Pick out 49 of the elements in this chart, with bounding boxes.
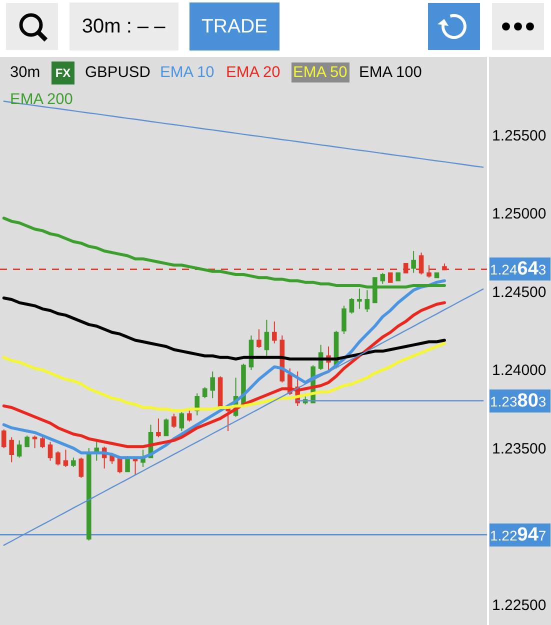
candlestick — [16, 440, 22, 458]
line-series — [2, 296, 446, 360]
line-series — [3, 288, 484, 546]
candlestick — [187, 410, 192, 422]
ref-line-label: 1.22947 — [490, 524, 546, 546]
ref-line-label: 1.24643 — [490, 258, 546, 280]
candlestick — [24, 435, 30, 448]
candlestick — [86, 448, 92, 541]
candlestick — [179, 410, 184, 432]
candlestick — [48, 441, 53, 462]
candlestick — [78, 457, 84, 478]
candlestick — [210, 371, 215, 399]
line-series — [2, 279, 446, 460]
candlestick — [1, 428, 6, 449]
candlestick — [380, 272, 386, 284]
candlestick — [40, 435, 45, 449]
candlestick — [272, 320, 277, 344]
legend: EMA 200 — [10, 91, 73, 108]
line-series — [2, 301, 446, 448]
y-tick-label: 1.22500 — [492, 596, 546, 614]
candlestick — [56, 450, 60, 466]
candlestick — [32, 435, 38, 449]
candlestick — [156, 418, 161, 438]
candlestick — [256, 328, 262, 349]
text: 30m : – – — [82, 16, 166, 38]
candlestick — [264, 319, 270, 356]
series-label: 1.23803 — [490, 390, 546, 412]
line-series — [2, 342, 446, 412]
candlestick — [202, 386, 208, 399]
legend: EMA 10 EMA 20 EMA 50 EMA 100 — [160, 62, 422, 82]
candlestick — [63, 449, 68, 468]
candlestick — [349, 297, 354, 314]
candlestick — [411, 250, 416, 274]
candlestick — [9, 436, 14, 463]
candlestick — [342, 305, 346, 334]
annotation: FX — [55, 66, 71, 80]
annotation: 30m — [10, 64, 40, 81]
y-tick-label: 1.23500 — [492, 440, 546, 458]
candlestick — [388, 272, 393, 283]
text: TRADE — [201, 16, 268, 38]
candlestick — [172, 413, 176, 428]
y-tick-label: 1.25000 — [492, 206, 546, 223]
candlestick — [164, 418, 169, 436]
y-tick-label: 1.24000 — [492, 362, 546, 380]
y-tick-label: 1.25500 — [492, 127, 546, 144]
candlestick — [396, 272, 400, 282]
candlestick — [71, 457, 76, 468]
y-tick-label: 1.24500 — [492, 284, 546, 301]
annotation: GBPUSD — [85, 64, 150, 81]
